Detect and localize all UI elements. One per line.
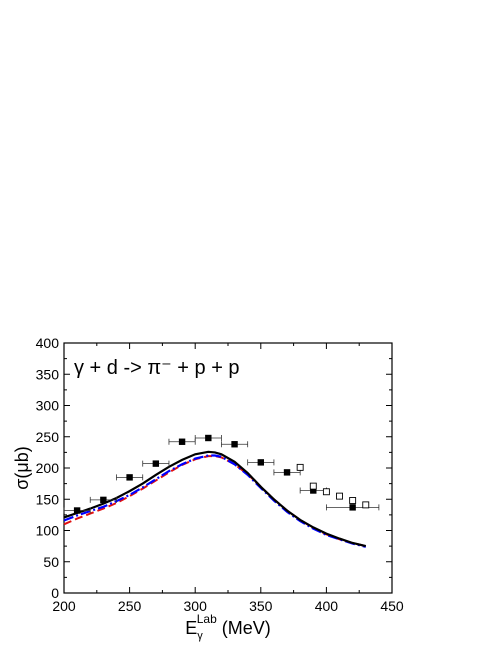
data-point-filled xyxy=(73,507,81,514)
x-tick-label: 450 xyxy=(380,598,404,614)
x-tick-label: 300 xyxy=(184,598,208,614)
y-tick-label: 350 xyxy=(36,366,60,382)
data-point-filled xyxy=(231,441,238,448)
y-tick-label: 200 xyxy=(36,460,60,476)
axis-ticks: 200 250 300 350 400 450 0 50 100 150 200 250 300 350 4… xyxy=(36,335,404,614)
y-tick-label: 300 xyxy=(36,398,60,414)
y-tick-label: 250 xyxy=(36,429,60,445)
x-axis-title-main: E xyxy=(185,618,197,638)
data-point-filled xyxy=(100,496,107,504)
data-point-open xyxy=(349,497,357,504)
data-point-filled xyxy=(126,474,133,481)
y-tick-label: 150 xyxy=(36,491,60,507)
data-point-filled xyxy=(349,504,356,511)
x-tick-label: 400 xyxy=(315,598,339,614)
y-tick-label: 400 xyxy=(36,335,60,351)
data-point-open xyxy=(309,482,317,490)
x-axis-title-sub: γ xyxy=(197,630,203,642)
data-point-open xyxy=(362,501,370,509)
y-tick-label: 100 xyxy=(36,523,60,539)
y-axis-title: σ(μb) xyxy=(12,446,32,489)
x-tick-label: 200 xyxy=(52,598,76,614)
y-tick-label: 0 xyxy=(51,585,59,601)
data-point-filled xyxy=(310,487,317,494)
data-point-filled xyxy=(178,438,186,445)
chart-annotation: γ + d -> π⁻ + p + p xyxy=(74,357,240,379)
data-point-filled xyxy=(205,434,212,442)
curve-solid xyxy=(63,450,367,548)
y-tick-label: 50 xyxy=(43,554,59,570)
data-point-open xyxy=(322,488,330,496)
data-point-filled xyxy=(257,459,264,466)
data-point-filled xyxy=(283,469,291,476)
x-tick-label: 250 xyxy=(118,598,142,614)
plot-frame xyxy=(63,342,393,594)
curves xyxy=(63,450,367,548)
x-axis-title-unit: (MeV) xyxy=(217,618,271,638)
data-point-open xyxy=(336,492,343,500)
x-axis-title: Eγ Lab (MeV) xyxy=(185,612,271,642)
x-tick-label: 350 xyxy=(249,598,273,614)
data-point-open xyxy=(296,463,304,471)
data-point-filled xyxy=(152,460,160,467)
x-axis-title-sup: Lab xyxy=(197,612,217,626)
data-points xyxy=(63,434,380,514)
